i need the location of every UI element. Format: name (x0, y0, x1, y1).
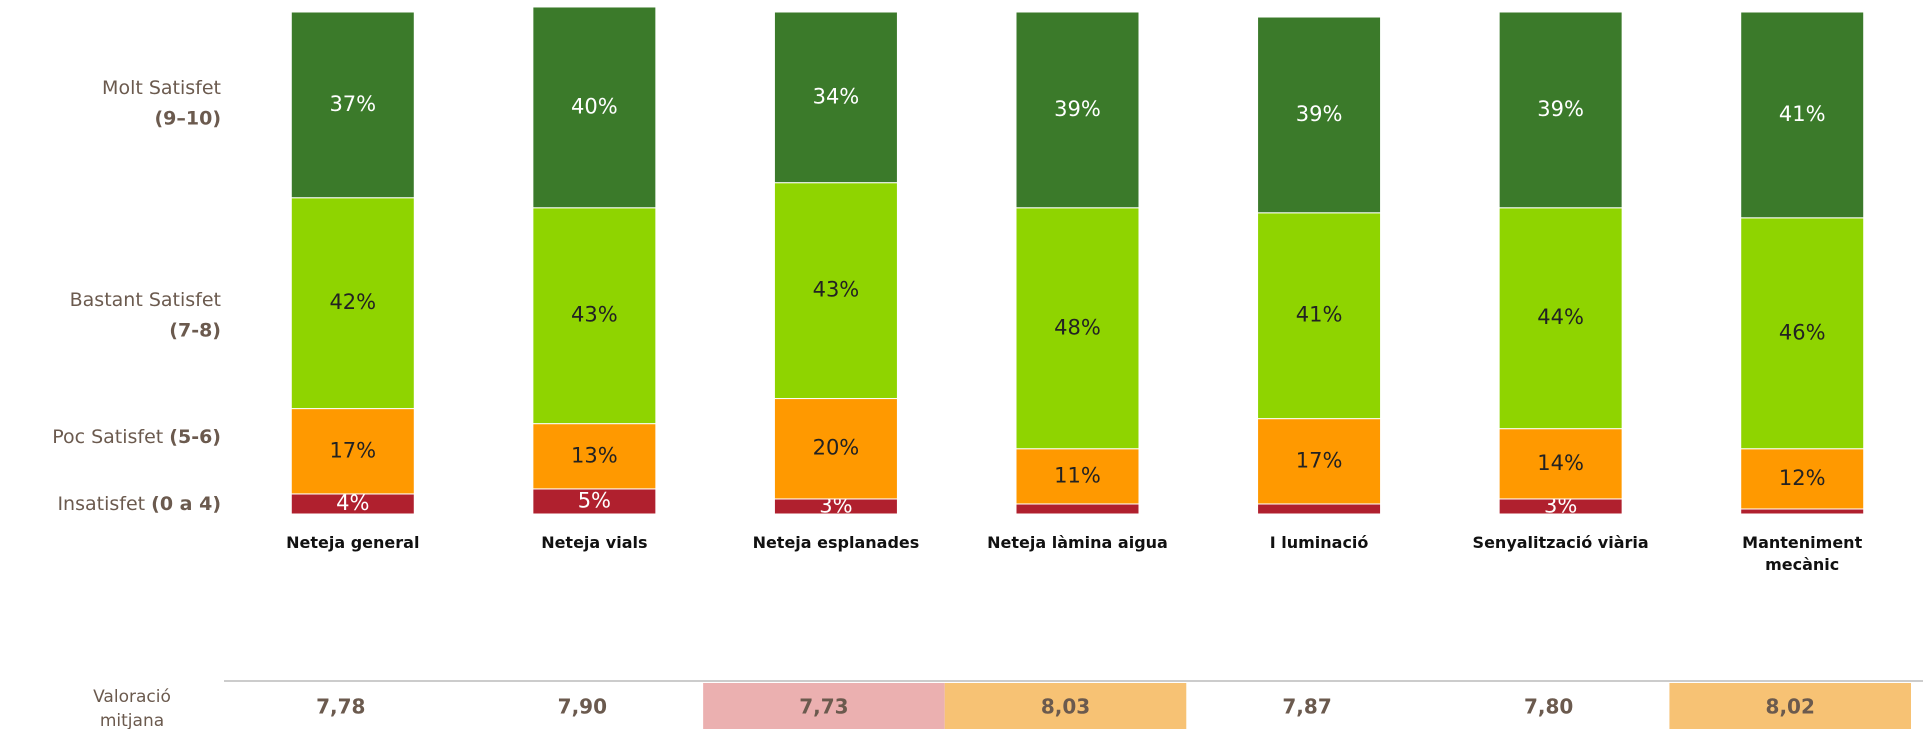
value-label: 3% (819, 493, 852, 517)
bar-segment (1740, 217, 1865, 450)
value-label: 11% (1054, 463, 1101, 487)
value-label: 39% (1054, 97, 1101, 121)
value-label: 3% (1544, 493, 1577, 517)
value-label: 12% (1779, 466, 1826, 490)
category-label-box: Manteniment mecànic (1742, 533, 1863, 574)
x-tick-label: Manteniment mecànic (1742, 533, 1863, 574)
value-label: 13% (571, 443, 618, 467)
category-label-box: I luminació (1269, 533, 1369, 552)
category-label-box: Neteja vials (541, 533, 648, 552)
bar-segment (532, 207, 657, 425)
bar-segment (773, 11, 898, 184)
value-label: 41% (1296, 303, 1343, 327)
x-tick-label: I luminació (1269, 533, 1369, 552)
bar-segment (1498, 428, 1623, 500)
legend-label: Poc Satisfet (5-6) (52, 426, 221, 448)
value-label: 4% (336, 491, 369, 515)
bar-segment (290, 197, 415, 410)
value-label: 41% (1779, 102, 1826, 126)
average-value: 8,02 (1766, 695, 1815, 719)
bar-segment (1740, 508, 1865, 515)
x-tick-label: Neteja esplanades (752, 533, 920, 552)
value-label: 43% (571, 303, 618, 327)
bar-segment (1498, 11, 1623, 209)
bar-segment (1740, 11, 1865, 219)
value-label: 34% (813, 84, 860, 108)
category-label-box: Neteja làmina aigua (987, 533, 1168, 552)
legend-name: Bastant Satisfet (70, 289, 221, 311)
legend-label: Bastant Satisfet (70, 289, 221, 311)
average-value: 7,78 (316, 695, 365, 719)
bar-segment (532, 6, 657, 209)
bar-segment (290, 408, 415, 495)
value-label: 37% (329, 92, 376, 116)
legend-range: (5-6) (169, 426, 221, 448)
value-label: 20% (813, 436, 860, 460)
legend-label: Molt Satisfet (102, 77, 221, 99)
bar-segment (1015, 207, 1140, 450)
average-value: 7,73 (799, 695, 848, 719)
bar-segment (1740, 448, 1865, 510)
value-label: 17% (329, 438, 376, 462)
average-title-line: mitjana (100, 711, 164, 729)
value-label: 42% (329, 290, 376, 314)
bar-segment (1257, 503, 1382, 515)
legend-name: Insatisfet (57, 493, 145, 515)
bar-segment (1015, 448, 1140, 505)
average-title: Valoració mitjana (93, 687, 171, 729)
legend-range: (0 a 4) (151, 493, 221, 515)
value-label: 17% (1296, 448, 1343, 472)
value-label: 43% (813, 278, 860, 302)
bar-segment (1257, 16, 1382, 214)
bar-segment (1498, 207, 1623, 430)
average-cell (1669, 683, 1911, 729)
value-label: 48% (1054, 315, 1101, 339)
bar-segment (773, 182, 898, 400)
average-cell (944, 683, 1187, 729)
value-label: 39% (1296, 102, 1343, 126)
average-value: 8,03 (1041, 695, 1090, 719)
bar-segment (1257, 212, 1382, 420)
value-label: 40% (571, 94, 618, 118)
bar-segment (290, 11, 415, 199)
average-cell (703, 683, 945, 729)
category-label-box: Neteja general (286, 533, 420, 552)
value-label: 44% (1537, 305, 1584, 329)
legend-name: Poc Satisfet (52, 426, 163, 448)
bar-segment (773, 398, 898, 500)
category-label-box: Neteja esplanades (752, 533, 920, 552)
average-value: 7,87 (1282, 695, 1331, 719)
category-label-box: Senyalització viària (1472, 533, 1649, 552)
bar-segment (532, 423, 657, 490)
average-value: 7,90 (558, 695, 607, 719)
legend-name: Molt Satisfet (102, 77, 221, 99)
legend-label: Insatisfet (0 a 4) (57, 493, 221, 515)
legend-range: (7-8) (169, 320, 221, 342)
average-title-line: Valoració (93, 687, 171, 707)
x-tick-label: Neteja vials (541, 533, 648, 552)
bar-segment (1257, 418, 1382, 505)
legend-range: (9–10) (154, 108, 221, 130)
bar-segment (1015, 11, 1140, 209)
x-tick-label: Neteja làmina aigua (987, 533, 1168, 552)
value-label: 46% (1779, 320, 1826, 344)
average-value: 7,80 (1524, 695, 1573, 719)
value-label: 39% (1537, 97, 1584, 121)
bar-segment (1015, 503, 1140, 515)
value-label: 14% (1537, 451, 1584, 475)
value-label: 5% (578, 488, 611, 512)
bar-segment (532, 488, 657, 515)
x-tick-label: Senyalització viària (1472, 533, 1649, 552)
x-tick-label: Neteja general (286, 533, 420, 552)
